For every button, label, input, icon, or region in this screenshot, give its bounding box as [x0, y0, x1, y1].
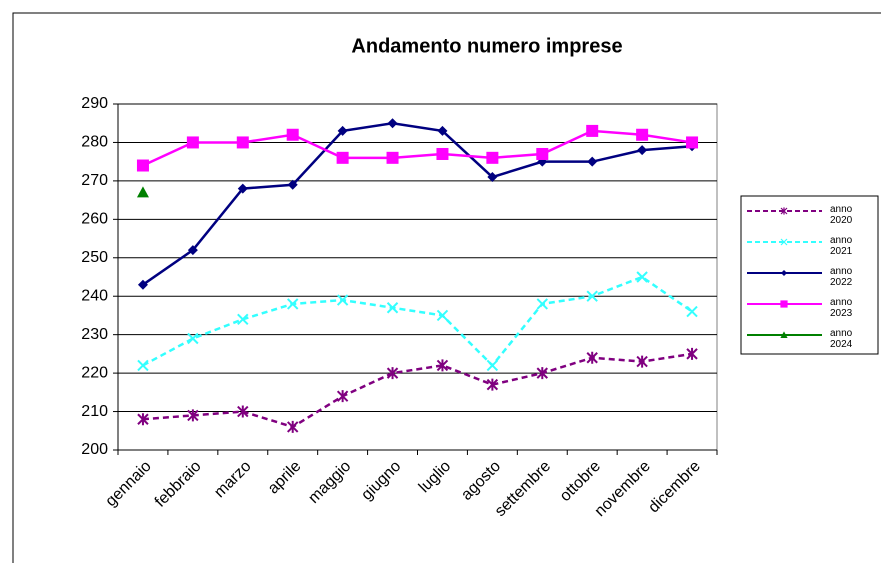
marker	[186, 136, 199, 149]
y-tick-label: 200	[81, 441, 108, 458]
marker	[637, 145, 648, 156]
legend-label-box: anno 2020	[830, 204, 853, 226]
marker	[286, 128, 299, 141]
marker	[436, 309, 449, 322]
marker	[636, 271, 648, 283]
marker	[287, 420, 299, 433]
marker	[187, 332, 199, 345]
marker	[686, 305, 698, 318]
marker	[386, 302, 399, 314]
y-tick-label: 220	[81, 364, 108, 381]
marker	[237, 183, 248, 194]
legend-label: anno 2021	[830, 235, 853, 257]
legend-label: anno 2020	[830, 204, 853, 226]
marker	[137, 279, 148, 290]
y-tick-label: 280	[81, 134, 108, 151]
legend-label: anno 2024	[830, 328, 853, 350]
y-tick-label: 240	[81, 287, 108, 304]
y-tick-label: 210	[81, 403, 108, 420]
x-tick-label: maggio	[305, 458, 354, 507]
marker	[236, 136, 249, 149]
marker	[387, 118, 398, 129]
marker	[536, 147, 549, 160]
x-tick-label: dicembre	[645, 458, 704, 517]
marker	[686, 136, 699, 149]
marker	[137, 359, 149, 372]
x-tick-label: giugno	[358, 458, 404, 504]
series-line	[142, 352, 693, 429]
marker	[187, 409, 199, 422]
marker	[336, 294, 349, 306]
marker	[586, 290, 598, 302]
y-tick-label: 270	[81, 172, 108, 189]
plot-area	[117, 103, 718, 451]
legend-label: anno 2022	[830, 266, 853, 288]
series-line	[142, 275, 693, 368]
marker	[287, 179, 298, 190]
marker	[780, 238, 788, 246]
marker	[386, 151, 399, 164]
marker	[636, 128, 649, 141]
marker	[436, 147, 449, 160]
y-tick-label: 290	[81, 95, 108, 112]
legend-label: anno 2023	[830, 297, 853, 319]
y-tick-label: 230	[81, 326, 108, 343]
marker	[237, 313, 249, 325]
marker	[137, 413, 149, 426]
marker	[587, 156, 598, 167]
x-tick-label: ottobre	[557, 458, 604, 505]
legend-label-box: anno 2022	[830, 266, 853, 288]
marker	[781, 270, 787, 276]
marker	[780, 207, 788, 215]
legend-label-box: anno 2021	[830, 235, 853, 257]
legend-box	[740, 195, 879, 355]
marker	[486, 378, 499, 391]
chart-title: Andamento numero imprese	[351, 35, 622, 57]
marker	[780, 331, 788, 338]
series-line	[142, 129, 693, 167]
series-line	[142, 121, 693, 286]
marker	[336, 390, 349, 403]
legend-label-box: anno 2023	[830, 297, 853, 319]
marker	[187, 245, 198, 256]
legend-label-box: anno 2024	[830, 328, 853, 350]
marker	[436, 359, 449, 372]
x-tick-label: febbraio	[152, 458, 205, 511]
chart-frame	[12, 12, 881, 563]
marker	[636, 355, 648, 368]
marker	[780, 300, 788, 308]
marker	[386, 367, 399, 380]
marker	[136, 186, 149, 198]
x-tick-label: aprile	[265, 458, 305, 498]
marker	[686, 347, 698, 360]
marker	[486, 359, 499, 372]
marker	[287, 298, 299, 310]
x-tick-label: gennaio	[102, 458, 154, 510]
marker	[536, 367, 548, 380]
x-tick-label: marzo	[211, 458, 255, 502]
marker	[486, 151, 499, 164]
marker	[237, 405, 249, 418]
y-tick-label: 250	[81, 249, 108, 266]
marker	[586, 124, 599, 137]
x-tick-label: luglio	[416, 458, 455, 497]
marker	[536, 298, 548, 310]
marker	[487, 172, 498, 183]
y-tick-label: 260	[81, 211, 108, 228]
x-tick-label: agosto	[458, 458, 504, 504]
marker	[336, 151, 349, 164]
marker	[437, 125, 448, 136]
marker	[337, 125, 348, 136]
marker	[586, 351, 598, 364]
marker	[136, 159, 149, 172]
